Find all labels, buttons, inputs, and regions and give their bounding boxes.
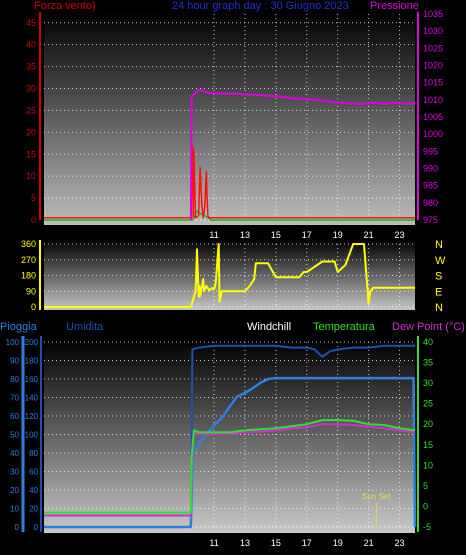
humidity-axis-tick-label: 180 <box>25 357 39 366</box>
bottom-panel-x-tick-label: 11 <box>209 538 218 548</box>
pressure-axis-tick-label: 1010 <box>423 95 443 105</box>
pressure-axis-tick-label: 975 <box>423 215 438 225</box>
pressure-axis-tick-label: 1025 <box>423 43 443 53</box>
wind-axis-tick-label: 45 <box>26 18 36 28</box>
temperature-axis-tick-label: 40 <box>423 337 433 347</box>
temperature-axis-tick-label: 35 <box>423 358 433 368</box>
temperature-axis-tick-label: 5 <box>423 481 428 491</box>
direction-axis-tick-label: 90 <box>26 286 36 296</box>
temperature-axis-tick-label: 30 <box>423 378 433 388</box>
bottom-panel-x-tick-label: 23 <box>395 538 405 548</box>
rain-axis-tick-label: 80 <box>10 375 19 384</box>
rain-axis-tick-label: 70 <box>10 394 19 403</box>
humidity-series-line <box>189 344 415 528</box>
rain-axis-tick-label: 0 <box>15 523 20 532</box>
humidity-axis-tick-label: 200 <box>25 338 39 347</box>
top-panel-x-tick-label: 13 <box>240 230 250 240</box>
humidity-axis-tick-label: 140 <box>25 394 39 403</box>
rain-axis-tick-label: 20 <box>10 486 19 495</box>
wind-axis-tick-label: 5 <box>31 193 36 203</box>
top-panel-background <box>44 12 415 225</box>
temperature-axis-tick-label: 0 <box>423 501 428 511</box>
rain-axis-tick-label: 100 <box>6 338 20 347</box>
bottom-panel-x-tick-label: 19 <box>333 538 343 548</box>
direction-series-line <box>44 243 415 308</box>
humidity-label: Umidita <box>66 321 104 333</box>
humidity-axis-tick-label: 120 <box>25 412 39 421</box>
wind-axis-tick-label: 20 <box>26 127 36 137</box>
temperature-axis-tick-label: 10 <box>423 460 433 470</box>
bottom-panel-x-tick-label: 13 <box>240 538 250 548</box>
rain-label: Pioggia <box>0 321 38 333</box>
rain-axis-tick-label: 90 <box>10 357 19 366</box>
chart-title: 24 hour graph day : 30 Giugno 2023 <box>172 0 349 12</box>
dewpoint-label: Dew Point (°C) <box>392 321 465 333</box>
wind-axis-tick-label: 25 <box>26 105 36 115</box>
temperature-series-line <box>44 419 416 514</box>
top-panel-x-tick-label: 23 <box>395 230 405 240</box>
pressure-axis-tick-label: 985 <box>423 181 438 191</box>
pressure-axis-tick-label: 1035 <box>423 9 443 19</box>
direction-axis-tick-label: 0 <box>31 302 36 312</box>
wind-axis-tick-label: 35 <box>26 62 36 72</box>
bottom-panel-x-tick-label: 15 <box>271 538 281 548</box>
compass-label: N <box>435 239 443 251</box>
pressure-axis-tick-label: 995 <box>423 146 438 156</box>
direction-axis-tick-label: 270 <box>21 255 36 265</box>
humidity-axis-tick-label: 100 <box>25 431 39 440</box>
pressure-axis-tick-label: 980 <box>423 198 438 208</box>
wind-force-label: Forza vento) <box>34 0 96 12</box>
temperature-axis-tick-label: 15 <box>423 440 433 450</box>
compass-label: N <box>435 302 443 314</box>
bottom-panel-x-tick-label: 21 <box>364 538 374 548</box>
bottom-panel-x-tick-label: 17 <box>302 538 312 548</box>
direction-axis-tick-label: 360 <box>21 239 36 249</box>
top-panel-x-tick-label: 19 <box>333 230 343 240</box>
sunset-label: Sun Set <box>362 492 391 501</box>
pressure-label: Pressione <box>370 0 419 12</box>
humidity-axis-tick-label: 40 <box>29 486 38 495</box>
humidity-axis-tick-label: 160 <box>25 375 39 384</box>
direction-panel-background <box>44 240 415 310</box>
humidity-axis-tick-label: 80 <box>29 449 38 458</box>
pressure-axis-tick-label: 1020 <box>423 61 443 71</box>
temperature-label: Temperatura <box>313 321 376 333</box>
humidity-axis-tick-label: 60 <box>29 468 38 477</box>
compass-label: W <box>435 255 446 267</box>
rain-axis-tick-label: 60 <box>10 412 19 421</box>
rain-series-line <box>44 376 417 529</box>
wind-axis-tick-label: 15 <box>26 149 36 159</box>
temperature-axis-tick-label: 25 <box>423 399 433 409</box>
top-panel-x-tick-label: 21 <box>364 230 374 240</box>
rain-axis-tick-label: 10 <box>10 505 19 514</box>
wind-axis-tick-label: 10 <box>26 171 36 181</box>
rain-axis-tick-label: 50 <box>10 431 19 440</box>
direction-axis-tick-label: 180 <box>21 271 36 281</box>
humidity-axis-tick-label: 0 <box>34 523 39 532</box>
pressure-axis-tick-label: 990 <box>423 164 438 174</box>
pressure-axis-tick-label: 1000 <box>423 129 443 139</box>
temperature-axis-tick-label: 20 <box>423 419 433 429</box>
rain-axis-tick-label: 30 <box>10 468 19 477</box>
top-panel-x-tick-label: 15 <box>271 230 281 240</box>
bottom-panel-background <box>44 340 415 533</box>
windchill-label: Windchill <box>247 321 291 333</box>
pressure-series-line <box>189 88 416 221</box>
compass-label: S <box>435 271 442 283</box>
top-panel-x-tick-label: 11 <box>209 230 218 240</box>
temperature-axis-tick-label: -5 <box>423 522 431 532</box>
wind-axis-tick-label: 40 <box>26 40 36 50</box>
rain-axis-tick-label: 40 <box>10 449 19 458</box>
compass-label: E <box>435 286 442 298</box>
humidity-axis-tick-label: 20 <box>29 505 38 514</box>
pressure-axis-tick-label: 1030 <box>423 26 443 36</box>
wind-series-line <box>44 144 415 219</box>
wind-axis-tick-label: 0 <box>31 215 36 225</box>
pressure-axis-tick-label: 1015 <box>423 78 443 88</box>
wind-axis-tick-label: 30 <box>26 84 36 94</box>
top-panel-x-tick-label: 17 <box>302 230 312 240</box>
pressure-axis-tick-label: 1005 <box>423 112 443 122</box>
